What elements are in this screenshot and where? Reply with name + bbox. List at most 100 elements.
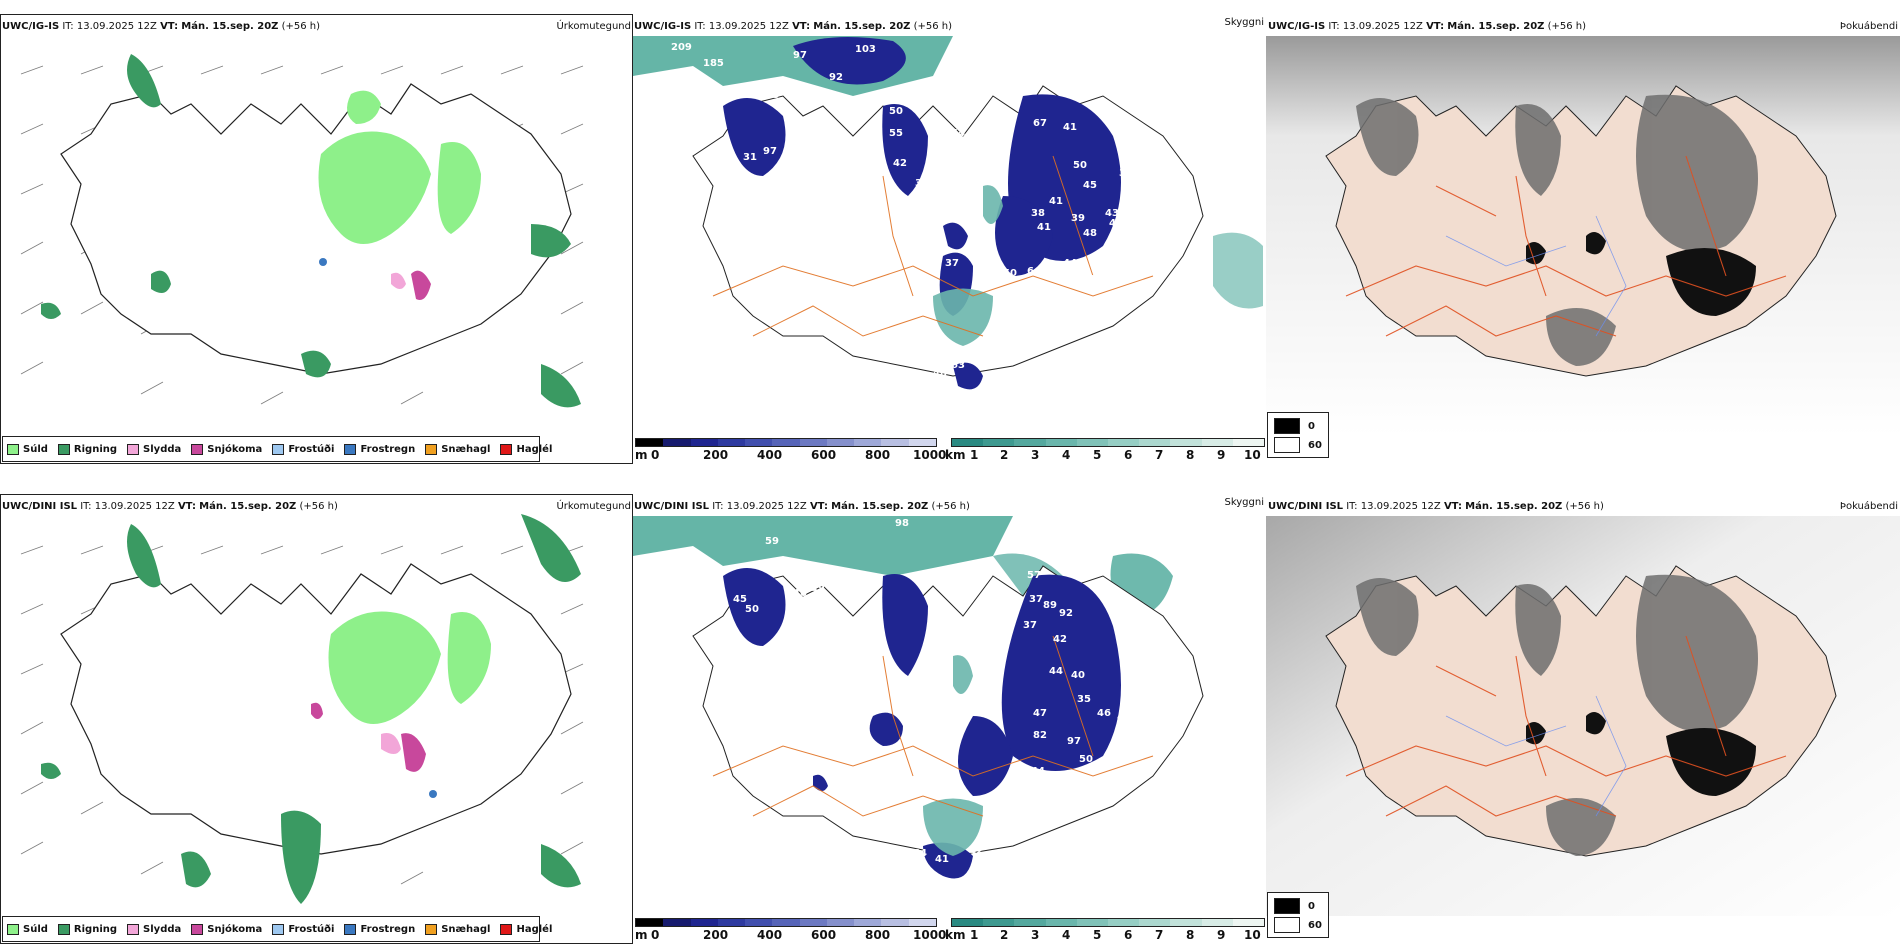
- ceiling-value-label: 37: [915, 178, 929, 189]
- ceiling-value-label: 89: [1043, 600, 1057, 611]
- ceiling-value-label: 185: [703, 58, 724, 69]
- ceiling-colorbar-swatch: [745, 919, 773, 926]
- vt-value: Mán. 15.sep. 20Z: [1465, 501, 1563, 512]
- it-label: IT:: [1346, 501, 1358, 512]
- visibility-colorbar-swatch: [1045, 439, 1077, 446]
- visibility-colorbar-swatch: [952, 439, 984, 446]
- model-name: UWC/DINI ISL: [634, 501, 710, 512]
- ceiling-value-label: 43: [1105, 208, 1119, 219]
- ceiling-value-label: 42: [1139, 690, 1153, 701]
- ceiling-value-label: 92: [1059, 608, 1073, 619]
- ceiling-value-label: 39: [771, 566, 785, 577]
- ceiling-value-label: 63: [951, 360, 965, 371]
- precip-map: [20, 54, 584, 408]
- ceiling-colorbar-swatch: [881, 919, 909, 926]
- ceiling-value-label: 46: [1097, 708, 1111, 719]
- ceiling-value-label: 44: [1049, 666, 1063, 677]
- ceiling-value-label: 35: [789, 116, 803, 127]
- visibility-colorbar-swatch: [1139, 919, 1171, 926]
- ceiling-value-label: 43: [1129, 726, 1143, 737]
- ceiling-value-label: 41: [1133, 670, 1147, 681]
- legend-item-sud: Súld: [7, 443, 48, 455]
- ceiling-value-label: 42: [1043, 262, 1057, 273]
- ceiling-value-label: 64: [1027, 266, 1041, 277]
- ceiling-colorbar-swatch: [799, 439, 827, 446]
- ceiling-value-label: 55: [947, 698, 961, 709]
- visibility-colorbar-swatch: [1232, 439, 1265, 446]
- visibility-colorbar-swatch: [952, 919, 984, 926]
- ceiling-value-label: 59: [765, 536, 779, 547]
- ceiling-value-label: 54: [951, 128, 965, 139]
- it-label: IT:: [62, 21, 74, 32]
- legend-item-slydda: Slydda: [127, 923, 181, 935]
- ceiling-value-label: 46: [793, 588, 807, 599]
- visibility-colorbar: [951, 918, 1265, 927]
- precip-panel-bottom: UWC/DINI ISL IT: 13.09.2025 12Z VT: Mán.…: [0, 494, 633, 944]
- ceiling-value-label: 50: [745, 604, 759, 615]
- vt-value: Mán. 15.sep. 20Z: [1447, 21, 1545, 32]
- ceiling-value-label: 41: [1049, 196, 1063, 207]
- ceiling-value-label: 44: [1063, 258, 1077, 269]
- legend-item-sud: Súld: [7, 923, 48, 935]
- ceiling-value-label: 47: [1033, 708, 1047, 719]
- legend-item-snaehagl: Snæhagl: [425, 923, 490, 935]
- fog-map: [1266, 516, 1900, 916]
- lead-time: (+56 h): [1565, 501, 1604, 512]
- visibility-colorbar-swatch: [1232, 919, 1265, 926]
- ceiling-colorbar-swatch: [717, 439, 746, 446]
- ceiling-colorbar: [635, 918, 937, 927]
- panel-header: UWC/IG-IS IT: 13.09.2025 12Z VT: Mán. 15…: [2, 20, 320, 34]
- ceiling-value-label: 82: [1033, 730, 1047, 741]
- ceiling-value-label: 40: [1071, 670, 1085, 681]
- ceiling-value-label: 48: [1083, 228, 1097, 239]
- fog-legend: 0 60: [1267, 412, 1329, 458]
- panel-header: UWC/DINI ISL IT: 13.09.2025 12Z VT: Mán.…: [634, 500, 970, 514]
- ceiling-value-label: 48: [811, 584, 825, 595]
- visibility-colorbar-swatch: [1201, 439, 1233, 446]
- precip-legend: Súld Rigning Slydda Snjókoma Frostúði Fr…: [2, 436, 552, 462]
- visibility-colorbar: [951, 438, 1265, 447]
- vt-label: VT:: [1443, 501, 1462, 512]
- ceiling-value-label: 42: [893, 158, 907, 169]
- panel-product-title: Úrkomutegund: [556, 501, 631, 512]
- model-name: UWC/IG-IS: [2, 21, 60, 32]
- legend-item-rigning: Rigning: [57, 443, 117, 455]
- visibility-colorbar-swatch: [1076, 919, 1109, 926]
- ceiling-colorbar-swatch: [717, 919, 746, 926]
- ceiling-value-label: 44: [1051, 778, 1065, 789]
- it-value: 13.09.2025 12Z: [726, 501, 807, 512]
- visibility-colorbar-swatch: [983, 919, 1015, 926]
- panel-product-title: Þokuábendi: [1839, 21, 1898, 32]
- ceiling-colorbar-swatch: [826, 919, 855, 926]
- ceiling-value-label: 34: [1043, 338, 1057, 349]
- ceiling-value-label: 45: [1083, 180, 1097, 191]
- visibility-colorbar-swatch: [1014, 919, 1046, 926]
- ceiling-value-label: 98: [895, 518, 909, 529]
- ceiling-value-label: 885: [927, 568, 948, 579]
- visibility-colorbar-swatch: [1076, 439, 1109, 446]
- legend-item-frostregn: Frostregn: [344, 443, 415, 455]
- ceiling-colorbar-swatch: [690, 919, 718, 926]
- ceiling-value-label: 35: [1077, 694, 1091, 705]
- ceiling-colorbar-swatch: [854, 919, 882, 926]
- ceiling-value-label: 48: [933, 368, 947, 379]
- legend-item-frostregn: Frostregn: [344, 923, 415, 935]
- ceiling-value-label: 48: [1015, 774, 1029, 785]
- ceiling-value-label: 39: [1071, 213, 1085, 224]
- model-name: UWC/IG-IS: [1268, 21, 1326, 32]
- visibility-colorbar-swatch: [1201, 919, 1233, 926]
- panel-product-title: Skyggni: [1224, 497, 1264, 508]
- ceiling-value-label: 77: [951, 196, 965, 207]
- it-value: 13.09.2025 12Z: [76, 21, 157, 32]
- ceiling-colorbar-swatch: [636, 919, 664, 926]
- panel-header: UWC/DINI ISL IT: 13.09.2025 12Z VT: Mán.…: [2, 500, 338, 514]
- fog-map: [1266, 36, 1900, 436]
- ceiling-value-label: 97: [763, 146, 777, 157]
- visibility-colorbar-swatch: [1045, 919, 1077, 926]
- fog-legend: 0 60: [1267, 892, 1329, 938]
- legend-item-snjokoma: Snjókoma: [191, 443, 262, 455]
- ceiling-colorbar-swatch: [663, 919, 691, 926]
- ceiling-value-label: 41: [935, 854, 949, 865]
- it-value: 13.09.2025 12Z: [94, 501, 175, 512]
- ceiling-value-label: 40: [1135, 714, 1149, 725]
